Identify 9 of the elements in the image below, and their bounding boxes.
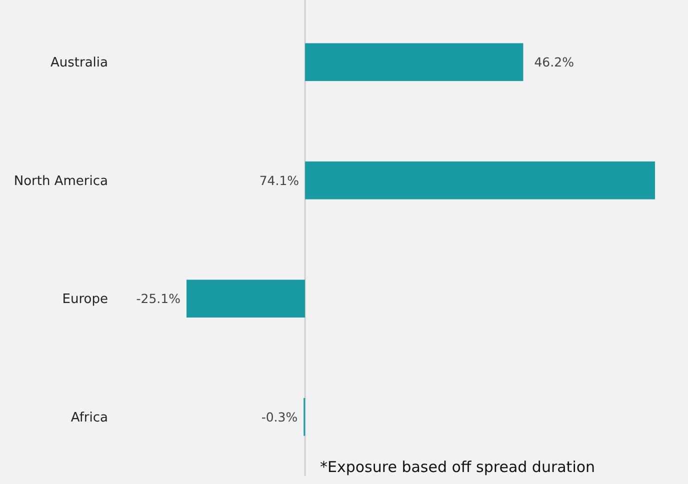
- y-tick-label: North America: [14, 174, 108, 189]
- data-label: 74.1%: [259, 172, 300, 188]
- y-tick-label: Africa: [70, 410, 108, 426]
- data-label: -0.3%: [261, 409, 298, 424]
- annotation: *Exposure based off spread duration: [320, 458, 596, 476]
- y-tick-label: Europe: [62, 292, 108, 308]
- y-tick-label: Australia: [50, 56, 108, 71]
- data-label: 46.2%: [534, 54, 574, 70]
- data-label: -25.1%: [136, 291, 181, 306]
